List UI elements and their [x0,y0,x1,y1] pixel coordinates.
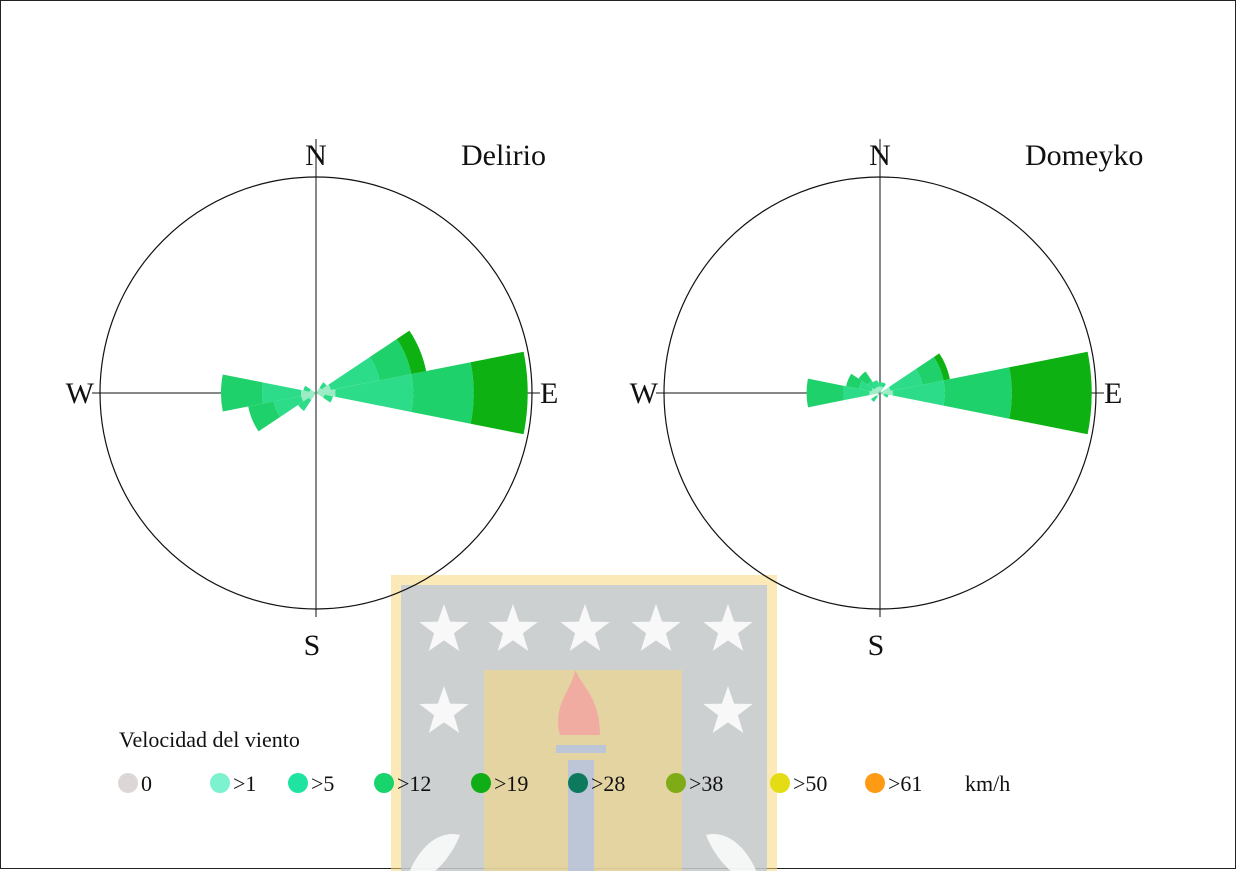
compass-label-north: N [305,139,327,172]
legend-label: >19 [494,771,528,796]
star-icon [703,686,753,733]
legend-label: >28 [591,771,625,796]
rose-petal-segment [943,367,1012,419]
legend-swatch [770,773,790,793]
rose-petal-segment [369,338,412,381]
rose-petal-segment [876,393,880,397]
rose-petal-segment [303,385,311,392]
legend-label: >61 [888,771,922,796]
star-icon [419,604,469,651]
rose-petal-segment [888,368,923,391]
rose-petal-segment [396,330,427,375]
rose-petal-segment [880,393,885,396]
university-seal-watermark [391,575,777,871]
legend-label: >5 [311,771,334,796]
legend-label: 0 [141,771,152,796]
star-icon [560,604,610,651]
star-icon [703,604,753,651]
rose-petal-segment [328,356,380,391]
legend-swatch [568,773,588,793]
legend-swatch [288,773,308,793]
torch-band-icon [556,745,606,753]
legend-swatch [374,773,394,793]
star-icon [419,686,469,733]
rose-petal-segment [806,378,844,408]
flame-icon [558,670,600,735]
rose-petal-segment [316,393,325,398]
rose-petal-segment [309,389,316,393]
rose-petal-segment [880,386,884,393]
rose-petal-segment [880,390,893,396]
compass-label-east: E [540,377,558,410]
rose-petal-segment [878,386,882,393]
windrose-domeyko: N S E W Domeyko [630,139,1143,662]
rose-petal-segment [300,390,316,396]
rose-title: Delirio [461,139,546,172]
legend-swatch [666,773,686,793]
laurel-left-icon [409,834,460,871]
rose-petal-segment [858,380,873,392]
rose-petal-segment [867,380,877,390]
rose-petal-segment [316,384,331,393]
legend-swatch [865,773,885,793]
rose-petal-segment [880,386,891,393]
rose-petal-segment [872,380,879,388]
rose-petal-segment [881,382,887,388]
legend-swatch [118,773,138,793]
rose-petal-segment [470,351,528,435]
rose-petal-segment [316,387,322,393]
compass-label-west: W [66,377,95,410]
rose-petal-segment [871,395,878,402]
rose-petal-segment [335,374,414,412]
compass-label-west: W [630,377,659,410]
legend-title: Velocidad del viento [119,727,300,752]
legend-label: >38 [689,771,723,796]
rose-petal-segment [883,393,889,398]
laurel-right-icon [706,834,757,871]
rose-petal-segment [262,382,302,404]
windrose-delirio: N S E W Delirio [66,139,558,662]
rose-petal-segment [248,401,281,432]
rose-petal-segment [323,394,333,403]
star-icon [488,604,538,651]
rose-petal-segment [308,393,316,401]
compass-label-north: N [869,139,891,172]
rose-petal-segment [892,380,945,406]
rose-petal-segment [876,386,880,393]
rose-petal-segment [871,388,880,393]
legend-swatch [471,773,491,793]
rose-petal-segment [273,395,304,418]
rose-petal-segment [843,385,870,401]
legend-swatch [210,773,230,793]
rose-petal-segment [301,393,316,402]
rose-petal-segment [411,362,474,424]
rose-petal-segment [877,382,883,387]
compass-label-south: S [304,629,321,662]
compass-label-south: S [868,629,885,662]
rose-petal-segment [869,390,880,396]
legend-label: >1 [233,771,256,796]
rose-petal-segment [915,356,944,385]
compass-label-east: E [1104,377,1122,410]
rose-petal-segment [319,382,327,390]
rose-petal-segment [298,397,312,411]
rose-petal-segment [316,389,336,397]
legend-items: 0 >1 >5 >12 >19 >28 >38 >50 >61 [118,771,922,796]
rose-title: Domeyko [1025,139,1143,172]
rose-petal-segment [874,387,880,393]
star-icon [631,604,681,651]
legend-label: >50 [793,771,827,796]
rose-petal-segment [933,353,950,381]
legend-unit: km/h [965,771,1010,796]
rose-petal-segment [1009,351,1092,435]
rose-petal-segment [846,373,863,389]
rose-petal-segment [858,371,872,385]
rose-petals [220,330,528,435]
rose-petal-segment [220,374,264,412]
legend-label: >12 [397,771,431,796]
rose-petals [806,351,1092,435]
legend: Velocidad del viento 0 >1 >5 >12 >19 >28 >38 >5… [118,727,1010,796]
